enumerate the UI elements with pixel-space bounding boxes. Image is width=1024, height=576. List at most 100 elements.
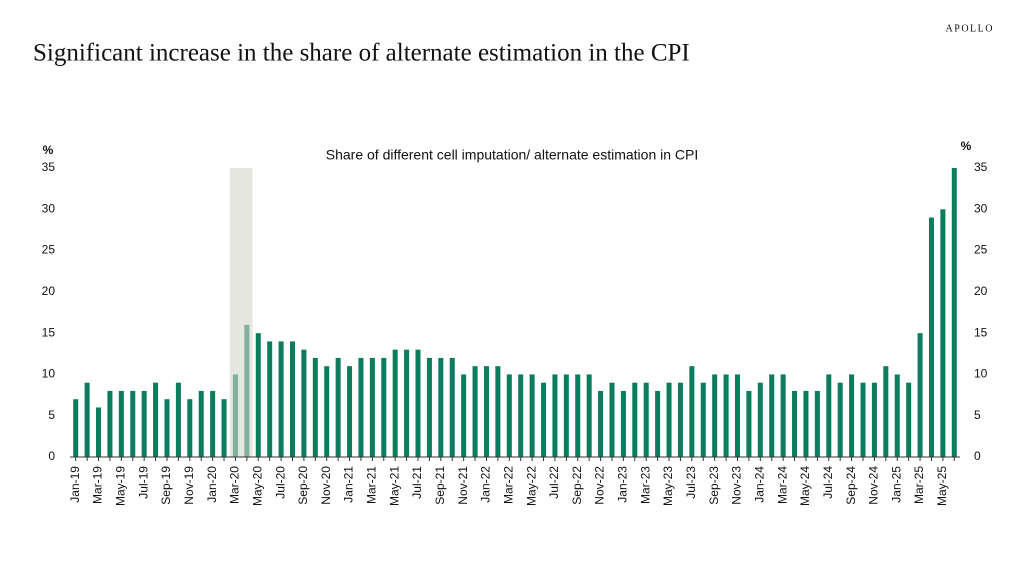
x-tick-label: Mar-22 [501, 466, 515, 504]
x-tick-label: Sep-22 [570, 466, 584, 505]
x-tick-label: Nov-19 [182, 466, 196, 505]
x-tick-label: Sep-23 [707, 466, 721, 505]
x-tick-label: Sep-21 [433, 466, 447, 505]
bar [723, 374, 729, 457]
x-tick-label: Sep-19 [159, 466, 173, 505]
bar [746, 390, 752, 457]
x-tick-label: Jan-21 [342, 466, 356, 503]
bar [495, 366, 501, 457]
x-tick-label: May-19 [114, 466, 128, 506]
bar [734, 374, 741, 457]
chart-subtitle: Share of different cell imputation/ alte… [326, 147, 699, 163]
y-tick-label: 35 [42, 160, 56, 174]
bar [541, 382, 547, 457]
y-tick-label: 0 [48, 449, 55, 463]
bar [529, 374, 535, 457]
x-tick-label: Jul-20 [273, 466, 287, 499]
bar [358, 357, 364, 457]
shaded-period [241, 168, 253, 457]
bar [118, 390, 124, 457]
bar [392, 349, 398, 457]
bar [404, 349, 410, 457]
bar [96, 407, 102, 457]
y2-axis-label: % [961, 139, 972, 153]
bar [860, 382, 866, 457]
x-tick-label: Jul-21 [410, 466, 424, 499]
x-tick-label: May-25 [935, 466, 949, 506]
x-tick-label: Nov-24 [867, 466, 881, 505]
bar [940, 209, 946, 457]
bar [335, 357, 341, 457]
x-tick-label: Mar-21 [365, 466, 379, 504]
x-tick-label: Jul-22 [547, 466, 561, 499]
x-tick-label: Sep-20 [296, 466, 310, 505]
x-tick-label: Nov-20 [319, 466, 333, 505]
bar [928, 217, 934, 457]
x-tick-label: Jul-19 [136, 466, 150, 499]
x-tick-label: Jan-19 [68, 466, 82, 503]
bar [84, 382, 90, 457]
bar [609, 382, 615, 457]
bar [700, 382, 706, 457]
bar [107, 390, 113, 457]
bar [347, 366, 353, 457]
y2-tick-label: 20 [974, 284, 988, 298]
bar [769, 374, 775, 457]
bar [483, 366, 489, 457]
y-tick-label: 15 [42, 325, 56, 339]
y-tick-label: 30 [42, 201, 56, 215]
bar [73, 399, 79, 457]
bar [369, 357, 375, 457]
x-tick-label: Nov-23 [730, 466, 744, 505]
bar [552, 374, 558, 457]
bar [130, 390, 136, 457]
brand: APOLLO [946, 23, 994, 34]
bar [153, 382, 159, 457]
bar [175, 382, 181, 457]
bar [278, 341, 284, 457]
x-tick-label: Jan-22 [479, 466, 493, 503]
y2-tick-label: 25 [974, 243, 988, 257]
bar [803, 390, 809, 457]
bar [210, 390, 216, 457]
bar [655, 390, 661, 457]
bar [518, 374, 524, 457]
x-tick-label: Sep-24 [844, 466, 858, 505]
bar [449, 357, 455, 457]
bar [506, 374, 512, 457]
x-tick-label: May-24 [798, 466, 812, 506]
bar [221, 399, 227, 457]
bar [917, 333, 923, 457]
y2-tick-label: 30 [974, 201, 988, 215]
x-tick-label: Mar-24 [775, 466, 789, 504]
x-tick-label: Jul-24 [821, 466, 835, 499]
y-tick-label: 5 [48, 408, 55, 422]
bar [575, 374, 581, 457]
x-tick-label: May-21 [387, 466, 401, 506]
bar [871, 382, 877, 457]
x-tick-label: May-23 [661, 466, 675, 506]
x-tick-label: Jan-23 [616, 466, 630, 503]
bar [894, 374, 900, 457]
x-tick-label: Jul-23 [684, 466, 698, 499]
bar [620, 390, 626, 457]
x-tick-label: May-20 [250, 466, 264, 506]
y2-tick-label: 15 [974, 325, 988, 339]
x-tick-label: Mar-19 [91, 466, 105, 504]
bar [324, 366, 330, 457]
bar [415, 349, 421, 457]
x-tick-label: Mar-25 [912, 466, 926, 504]
bar [255, 333, 261, 457]
bar [643, 382, 649, 457]
shaded-period [229, 168, 242, 457]
bar [780, 374, 786, 457]
bar [598, 390, 604, 457]
y-tick-label: 20 [42, 284, 56, 298]
bar [792, 390, 798, 457]
bar [164, 399, 170, 457]
bar [826, 374, 832, 457]
bar [951, 168, 957, 457]
bar [381, 357, 387, 457]
bar [198, 390, 204, 457]
